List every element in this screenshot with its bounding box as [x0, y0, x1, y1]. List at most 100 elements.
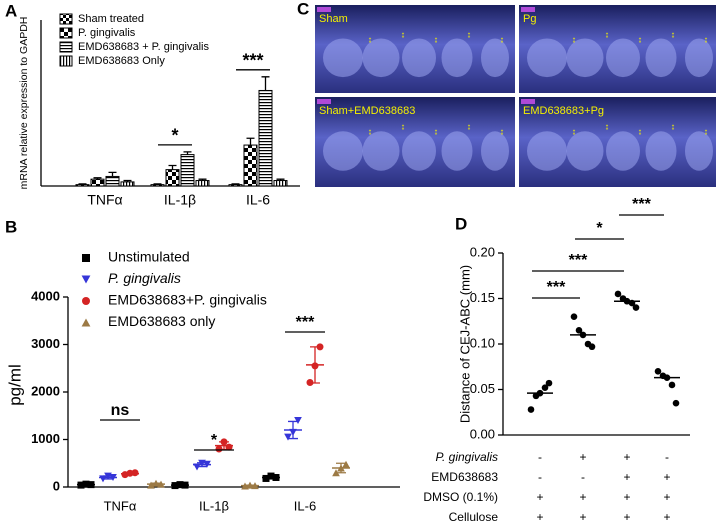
- data-point: [181, 481, 189, 489]
- data-point: [246, 481, 254, 489]
- legend-label: EMD638683 only: [108, 313, 215, 329]
- tooth: [685, 38, 713, 78]
- condition-label: Cellulose: [449, 510, 499, 524]
- condition-value: -: [665, 450, 669, 464]
- error-bar: [78, 183, 87, 185]
- arrow-marker: ↕: [434, 126, 439, 136]
- tooth: [323, 38, 363, 78]
- data-point: [203, 460, 211, 468]
- data-point: [147, 481, 155, 489]
- condition-value: +: [663, 490, 670, 504]
- condition-label: EMD638683: [431, 470, 498, 484]
- data-point: [654, 368, 662, 375]
- data-point: [262, 474, 270, 482]
- data-point: [267, 472, 275, 480]
- significance-label: ns: [111, 402, 130, 419]
- tooth: [441, 38, 473, 78]
- data-point: [527, 406, 535, 413]
- data-point: [81, 318, 91, 327]
- image-label: Sham+EMD638683: [319, 105, 415, 117]
- image-label: Pg: [523, 13, 536, 25]
- bar: [243, 144, 258, 187]
- error-bar: [246, 137, 255, 146]
- legend-label: Unstimulated: [108, 249, 190, 265]
- tooth: [685, 131, 713, 171]
- arrow-marker: ↕: [605, 29, 610, 39]
- tooth: [645, 38, 677, 78]
- arrow-marker: ↕: [434, 34, 439, 44]
- bar: [228, 184, 243, 187]
- tooth: [606, 38, 640, 78]
- condition-value: +: [579, 490, 586, 504]
- data-point: [672, 399, 680, 407]
- bar: [258, 89, 273, 187]
- error-bar: [276, 178, 285, 181]
- x-tick-label: IL-6: [294, 498, 316, 513]
- arrow-marker: ↕: [500, 126, 505, 136]
- data-point: [668, 381, 676, 389]
- data-point: [176, 481, 184, 489]
- legend-label: EMD638683 + P. gingivalis: [78, 41, 209, 53]
- data-point: [289, 428, 297, 436]
- tooth: [566, 131, 604, 171]
- bar: [75, 184, 90, 187]
- tooth: [441, 131, 473, 171]
- legend-swatch: [59, 41, 73, 53]
- x-tick-label: IL-1β: [164, 192, 196, 208]
- arrow-marker: ↕: [572, 34, 577, 44]
- y-tick-label: 0.20: [470, 244, 495, 259]
- legend-swatch: [59, 55, 73, 67]
- y-tick-label: 0.10: [470, 335, 495, 350]
- significance-label: ***: [632, 196, 651, 213]
- data-point: [570, 313, 578, 321]
- significance-label: ***: [569, 252, 588, 269]
- arrow-marker: ↕: [638, 126, 643, 136]
- error-bar: [183, 151, 192, 155]
- y-tick-label: 4000: [31, 288, 60, 303]
- condition-value: +: [663, 510, 670, 524]
- data-point: [77, 481, 85, 489]
- condition-value: +: [663, 470, 670, 484]
- data-point: [541, 384, 549, 391]
- condition-value: +: [579, 450, 586, 464]
- tooth: [481, 38, 509, 78]
- data-point: [337, 464, 345, 472]
- error-bar: [93, 177, 102, 180]
- arrow-marker: ↕: [401, 29, 406, 39]
- arrow-marker: ↕: [368, 34, 373, 44]
- scale-bar: [521, 99, 535, 104]
- bar: [105, 175, 120, 187]
- y-axis-title: pg/ml: [5, 364, 24, 406]
- data-point: [342, 460, 350, 468]
- arrow-marker: ↕: [572, 126, 577, 136]
- bar: [90, 178, 105, 187]
- error-bar: [261, 76, 270, 91]
- image-label: EMD638683+Pg: [523, 105, 604, 117]
- data-point: [632, 304, 640, 311]
- condition-value: +: [623, 490, 630, 504]
- data-point: [332, 469, 340, 477]
- arrow-marker: ↕: [368, 126, 373, 136]
- legend-swatch: [59, 13, 73, 25]
- y-tick-label: 1000: [31, 431, 60, 446]
- condition-label: DMSO (0.1%): [423, 490, 498, 504]
- panel-letter: B: [5, 217, 17, 236]
- data-point: [215, 445, 223, 453]
- y-tick-label: 3000: [31, 336, 60, 351]
- arrow-marker: ↕: [704, 34, 709, 44]
- data-point: [81, 275, 91, 284]
- tooth: [362, 38, 400, 78]
- panel-letter: C: [297, 0, 309, 18]
- bar: [195, 180, 210, 187]
- error-bar: [231, 183, 240, 185]
- tooth: [527, 38, 567, 78]
- data-point: [225, 443, 233, 451]
- significance-label: *: [171, 126, 178, 146]
- condition-value: +: [623, 510, 630, 524]
- condition-value: +: [536, 510, 543, 524]
- x-tick-label: TNFα: [104, 498, 137, 513]
- tooth: [402, 38, 436, 78]
- y-tick-label: 0: [53, 478, 60, 493]
- data-point: [171, 482, 179, 490]
- significance-label: *: [211, 432, 218, 449]
